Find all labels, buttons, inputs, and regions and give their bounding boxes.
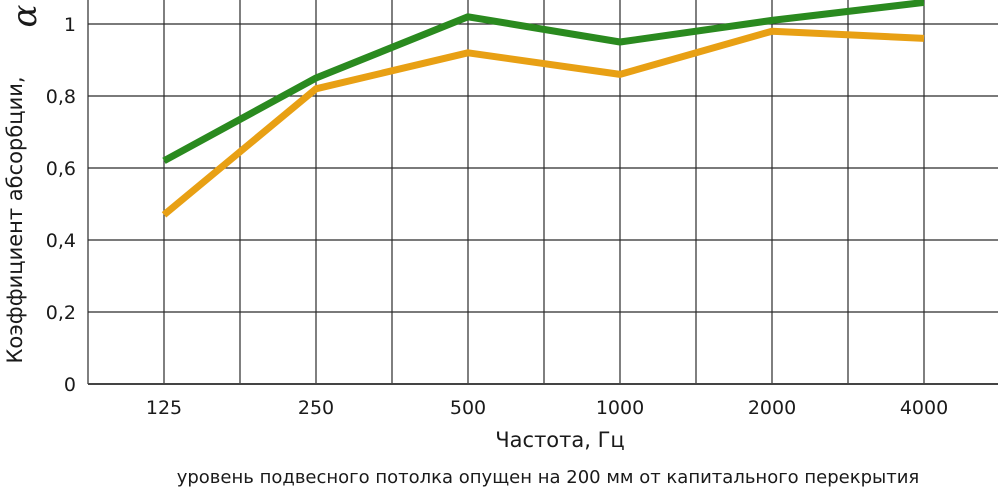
y-tick-label: 0,6 [46,158,76,180]
series-line [162,0,925,164]
x-tick-label: 500 [450,397,486,419]
y-tick-label: 0,8 [46,86,76,108]
chart-series [161,0,925,218]
x-tick-label: 125 [146,397,182,419]
y-tick-label: 0 [64,374,76,396]
series-line [161,27,925,218]
y-axis-title: Коэффициент абсорбции, [3,76,27,363]
x-axis-title: Частота, Гц [495,428,624,452]
x-tick-label: 250 [298,397,334,419]
y-tick-label: 0,2 [46,302,76,324]
chart-ticks: 0 0,2 0,4 0,6 0,8 1 125 250 500 1000 2000 4000 [46,14,948,419]
x-tick-label: 2000 [748,397,796,419]
chart-grid [87,0,998,385]
x-tick-label: 1000 [596,397,644,419]
y-axis-alpha-symbol: α [5,4,45,27]
y-tick-label: 1 [64,14,76,36]
chart-note: уровень подвесного потолка опущен на 200… [177,467,920,488]
x-tick-label: 4000 [900,397,948,419]
y-tick-label: 0,4 [46,230,76,252]
